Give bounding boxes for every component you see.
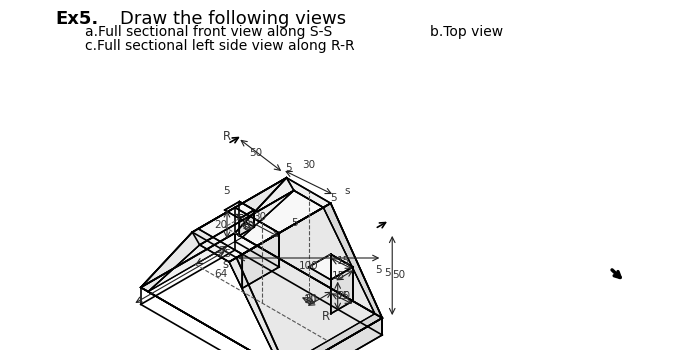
Text: 5: 5 — [330, 193, 337, 203]
Text: 30: 30 — [302, 160, 315, 170]
Text: 15: 15 — [337, 256, 351, 266]
Polygon shape — [235, 208, 279, 267]
Text: 20: 20 — [214, 219, 228, 230]
Text: a.Full sectional front view along S-S: a.Full sectional front view along S-S — [85, 25, 332, 39]
Polygon shape — [330, 254, 353, 301]
Polygon shape — [148, 245, 281, 350]
Polygon shape — [330, 267, 353, 314]
Polygon shape — [242, 190, 375, 314]
Polygon shape — [198, 208, 279, 254]
Polygon shape — [237, 203, 382, 350]
Text: 5: 5 — [384, 267, 391, 278]
Text: 5: 5 — [285, 163, 292, 173]
Text: 64: 64 — [214, 269, 228, 279]
Polygon shape — [225, 202, 254, 218]
Text: Draw the following views: Draw the following views — [120, 10, 346, 28]
Text: 30: 30 — [253, 211, 267, 222]
Polygon shape — [141, 178, 286, 287]
Polygon shape — [239, 202, 254, 227]
Polygon shape — [242, 233, 279, 288]
Polygon shape — [199, 190, 323, 262]
Polygon shape — [141, 232, 288, 350]
Text: 10: 10 — [304, 295, 317, 305]
Polygon shape — [288, 318, 382, 350]
Text: 10: 10 — [242, 220, 256, 231]
Text: 5: 5 — [376, 265, 382, 275]
Text: s: s — [222, 259, 228, 272]
Polygon shape — [148, 190, 294, 292]
Polygon shape — [141, 233, 382, 350]
Polygon shape — [309, 254, 353, 280]
Text: 5: 5 — [224, 186, 230, 196]
Text: R: R — [223, 130, 231, 142]
Polygon shape — [229, 203, 330, 262]
Text: c.Full sectional left side view along R-R: c.Full sectional left side view along R-… — [85, 39, 355, 53]
Text: 50: 50 — [393, 271, 406, 280]
Text: 25: 25 — [218, 249, 232, 259]
Text: 50: 50 — [249, 148, 262, 158]
Polygon shape — [229, 208, 375, 350]
Text: 5: 5 — [291, 218, 298, 228]
Text: R: R — [322, 310, 330, 323]
Text: 100: 100 — [299, 261, 318, 271]
Text: b.Top view: b.Top view — [430, 25, 503, 39]
Polygon shape — [235, 233, 382, 335]
Polygon shape — [235, 178, 382, 318]
Text: s: s — [344, 186, 349, 196]
Text: Ex5.: Ex5. — [55, 10, 98, 28]
Text: 15: 15 — [337, 291, 351, 301]
Text: 15: 15 — [332, 271, 345, 281]
Text: 20: 20 — [337, 291, 350, 301]
Polygon shape — [193, 178, 294, 245]
Polygon shape — [239, 210, 254, 236]
Text: 20: 20 — [304, 294, 318, 304]
